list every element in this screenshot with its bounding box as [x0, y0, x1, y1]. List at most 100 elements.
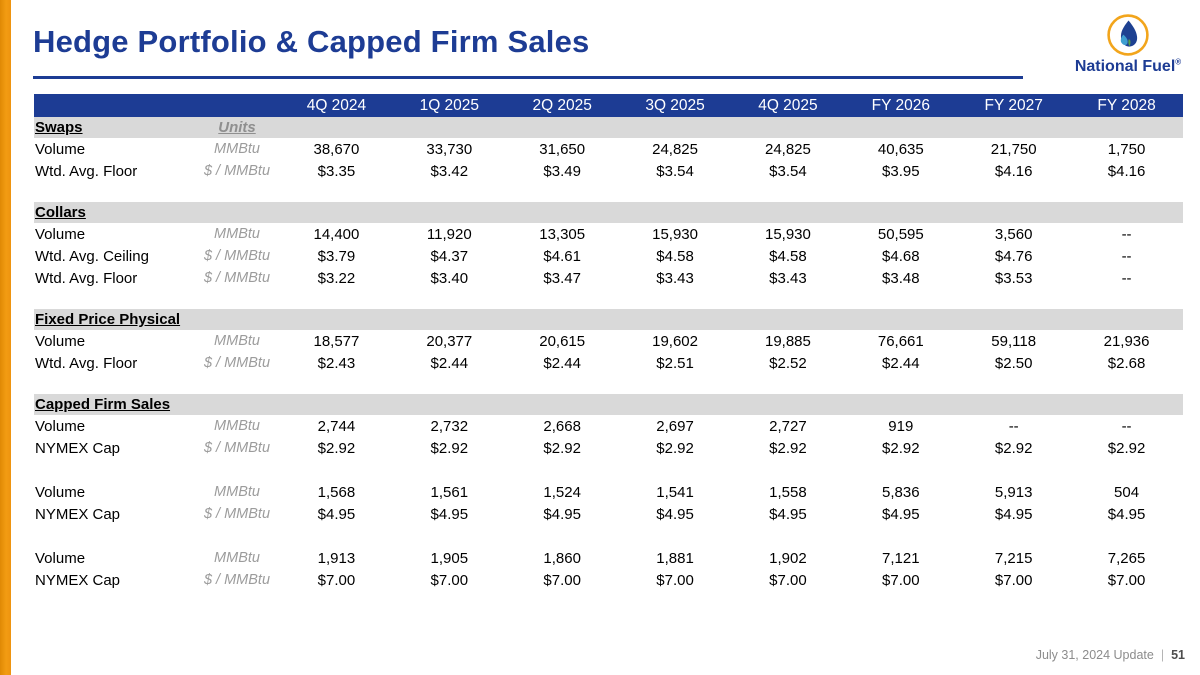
row-units: MMBtu: [214, 333, 260, 349]
cell-value: 7,215: [994, 549, 1033, 567]
row-label: Volume: [35, 417, 86, 435]
row-label: NYMEX Cap: [35, 505, 121, 523]
cell-value: 13,305: [539, 225, 586, 243]
cell-value: $3.95: [882, 162, 920, 180]
cell-value: $2.92: [317, 439, 356, 457]
logo-wordmark: National Fuel®: [1074, 57, 1182, 75]
cell-value: $2.92: [882, 439, 920, 457]
cell-value: $4.95: [769, 505, 807, 523]
cell-value: $3.48: [882, 269, 920, 287]
cell-value: 3,560: [994, 225, 1033, 243]
row-label: NYMEX Cap: [35, 439, 121, 457]
row-units: $ / MMBtu: [203, 163, 271, 179]
row-units: $ / MMBtu: [203, 248, 271, 264]
cell-value: 2,727: [769, 417, 807, 435]
cell-value: --: [1121, 225, 1132, 243]
column-header: 4Q 2024: [306, 96, 367, 114]
cell-value: $7.00: [543, 571, 581, 589]
section-header-row: Collars: [34, 202, 1183, 223]
cell-value: $4.37: [430, 247, 469, 265]
cell-value: $4.95: [430, 505, 469, 523]
cell-value: 15,930: [652, 225, 698, 243]
cell-value: $4.95: [882, 505, 920, 523]
section-label: Capped Firm Sales: [35, 396, 171, 413]
row-label: Volume: [35, 483, 86, 501]
data-row: Wtd. Avg. Floor $ / MMBtu $2.43 $2.44 $2.44 $…: [34, 352, 1183, 374]
cell-value: 18,577: [313, 332, 360, 350]
cell-value: $3.79: [317, 247, 356, 265]
row-units: MMBtu: [214, 418, 260, 434]
cell-value: $7.00: [656, 571, 694, 589]
row-label: Volume: [35, 549, 86, 567]
cell-value: 1,568: [317, 483, 356, 501]
cell-value: $3.54: [656, 162, 694, 180]
cell-value: 1,881: [656, 549, 694, 567]
cell-value: $3.35: [317, 162, 356, 180]
cell-value: $4.76: [994, 247, 1033, 265]
spacer-row: [34, 459, 1183, 481]
row-units: MMBtu: [214, 141, 260, 157]
cell-value: $7.00: [769, 571, 807, 589]
section-gap: [34, 374, 1183, 394]
cell-value: $2.92: [994, 439, 1033, 457]
row-label: Wtd. Avg. Floor: [35, 354, 138, 372]
cell-value: 15,930: [764, 225, 811, 243]
cell-value: $7.00: [430, 571, 469, 589]
cell-value: --: [1121, 417, 1132, 435]
row-units: MMBtu: [214, 484, 260, 500]
cell-value: $2.92: [430, 439, 469, 457]
cell-value: $3.49: [543, 162, 581, 180]
update-date: July 31, 2024 Update: [1035, 648, 1154, 662]
cell-value: $7.00: [994, 571, 1033, 589]
cell-value: $4.95: [656, 505, 694, 523]
cell-value: $3.47: [543, 269, 581, 287]
column-header: 1Q 2025: [419, 96, 480, 114]
column-header: FY 2028: [1097, 96, 1156, 114]
cell-value: 1,905: [430, 549, 469, 567]
cell-value: 7,265: [1107, 549, 1146, 567]
accent-bar: [0, 0, 11, 675]
cell-value: $3.43: [656, 269, 694, 287]
cell-value: $2.92: [769, 439, 807, 457]
data-row: Volume MMBtu 18,577 20,377 20,615 19,602 19,88…: [34, 330, 1183, 352]
cell-value: 24,825: [764, 140, 811, 158]
row-units: MMBtu: [214, 550, 260, 566]
row-label: Volume: [35, 332, 86, 350]
cell-value: 19,602: [652, 332, 698, 350]
cell-value: $3.22: [317, 269, 356, 287]
row-units: $ / MMBtu: [203, 440, 271, 456]
data-row: Wtd. Avg. Floor $ / MMBtu $3.22 $3.40 $3.47 $…: [34, 267, 1183, 289]
table-header-row: 4Q 2024 1Q 2025 2Q 2025 3Q 2025 4Q 2025 FY 20…: [34, 94, 1183, 117]
cell-value: $2.92: [656, 439, 694, 457]
row-label: Wtd. Avg. Ceiling: [35, 247, 149, 265]
cell-value: $7.00: [882, 571, 920, 589]
title-underline: [33, 76, 1023, 79]
cell-value: 21,936: [1103, 332, 1150, 350]
cell-value: 50,595: [877, 225, 924, 243]
column-header: FY 2027: [984, 96, 1043, 114]
cell-value: $4.61: [543, 247, 581, 265]
cell-value: 1,561: [430, 483, 469, 501]
cell-value: 504: [1114, 483, 1140, 501]
cell-value: $2.43: [317, 354, 356, 372]
data-row: NYMEX Cap $ / MMBtu $2.92 $2.92 $2.92 $2.92 $2…: [34, 437, 1183, 459]
cell-value: 20,377: [426, 332, 473, 350]
cell-value: $3.54: [769, 162, 807, 180]
cell-value: $4.16: [1107, 162, 1146, 180]
row-units: $ / MMBtu: [203, 355, 271, 371]
cell-value: 31,650: [539, 140, 586, 158]
cell-value: $7.00: [1107, 571, 1146, 589]
column-header: 3Q 2025: [645, 96, 705, 114]
cell-value: $3.53: [994, 269, 1033, 287]
cell-value: 1,750: [1107, 140, 1146, 158]
cell-value: 2,668: [543, 417, 581, 435]
cell-value: 38,670: [313, 140, 360, 158]
cell-value: 5,836: [882, 483, 920, 501]
hedge-table: 4Q 2024 1Q 2025 2Q 2025 3Q 2025 4Q 2025 FY 20…: [34, 94, 1183, 591]
row-label: Volume: [35, 225, 86, 243]
cell-value: 24,825: [652, 140, 698, 158]
registered-mark: ®: [1175, 57, 1182, 67]
cell-value: 76,661: [877, 332, 924, 350]
cell-value: 2,744: [317, 417, 356, 435]
